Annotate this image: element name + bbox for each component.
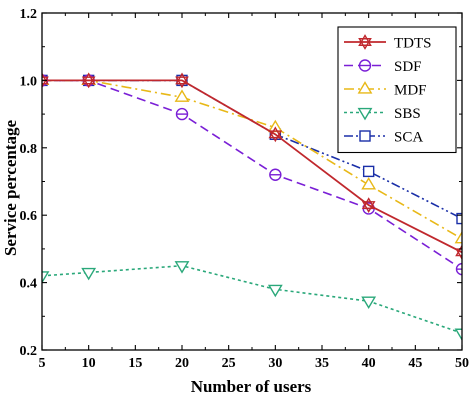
- x-tick-label-35: 35: [315, 356, 329, 371]
- legend-marker-sca: [359, 130, 371, 142]
- legend-marker-sbs: [357, 107, 373, 121]
- y-tick-label-0.4: 0.4: [20, 277, 38, 292]
- series-line-mdf: [42, 79, 462, 240]
- y-tick-label-0.8: 0.8: [20, 142, 38, 157]
- series-line-sdf: [42, 79, 462, 270]
- series-point-sbs-40: [361, 296, 377, 310]
- series-point-tdts-30: [268, 126, 283, 143]
- legend-marker-sdf: [358, 59, 372, 72]
- series-point-mdf-20: [174, 89, 190, 102]
- series-point-sbs-20: [174, 261, 190, 274]
- series-layer: [42, 72, 462, 342]
- legend-item-sdf: SDF: [344, 59, 422, 75]
- x-tick-label-45: 45: [408, 356, 422, 371]
- x-tick-label-20: 20: [175, 356, 189, 371]
- x-tick-label-10: 10: [82, 356, 96, 371]
- legend-item-mdf: MDF: [344, 81, 427, 99]
- series-point-sca-50: [456, 212, 462, 225]
- y-tick-label-1: 1.0: [20, 74, 38, 89]
- y-axis-title: Service percentage: [1, 120, 20, 257]
- legend-marker-tdts: [358, 34, 372, 50]
- legend-label-sdf: SDF: [394, 59, 422, 75]
- y-tick-label-0.2: 0.2: [20, 344, 38, 359]
- legend-marker-mdf: [357, 81, 373, 94]
- x-tick-label-30: 30: [268, 356, 282, 371]
- series-point-sdf-30: [269, 168, 282, 181]
- legend-item-tdts: TDTS: [344, 34, 432, 52]
- x-axis-title: Number of users: [191, 377, 312, 396]
- series-point-tdts-20: [175, 72, 189, 89]
- x-tick-label-40: 40: [362, 356, 376, 371]
- series-point-tdts-50: [455, 244, 462, 261]
- series-point-tdts-40: [361, 197, 376, 213]
- series-line-sbs: [42, 264, 462, 334]
- x-tick-label-5: 5: [39, 356, 46, 371]
- legend-item-sca: SCA: [344, 130, 423, 146]
- series-point-tdts-5: [42, 72, 49, 89]
- series-point-tdts-10: [81, 72, 96, 89]
- legend-box: [337, 26, 457, 154]
- x-tick-label-50: 50: [455, 356, 469, 371]
- series-point-mdf-50: [454, 230, 462, 244]
- legend-label-tdts: TDTS: [394, 36, 432, 52]
- x-tick-label-15: 15: [128, 356, 142, 371]
- legend-label-mdf: MDF: [394, 83, 427, 99]
- series-point-sdf-20: [175, 107, 189, 121]
- axes-layer: 5 10 15 20 25 30 35 40 45 50 0.2 0.4 0.6 0.8 1.0 1.2: [20, 7, 470, 371]
- series-point-mdf-40: [361, 176, 377, 190]
- series-point-sbs-10: [81, 267, 97, 281]
- series-point-sbs-50: [454, 328, 462, 342]
- series-line-tdts: [42, 79, 462, 254]
- legend-item-sbs: SBS: [344, 106, 421, 122]
- series-point-sbs-30: [267, 284, 283, 298]
- series-point-sca-40: [362, 165, 375, 178]
- series-point-sdf-50: [455, 262, 462, 276]
- x-tick-label-25: 25: [222, 356, 236, 371]
- legend-label-sca: SCA: [394, 130, 423, 146]
- legend: TDTS SDF MDF SBS SCA: [337, 26, 457, 154]
- y-tick-label-0.6: 0.6: [20, 209, 38, 224]
- y-tick-label-1.2: 1.2: [20, 7, 38, 22]
- series-point-sbs-5: [42, 271, 50, 284]
- legend-label-sbs: SBS: [394, 106, 421, 122]
